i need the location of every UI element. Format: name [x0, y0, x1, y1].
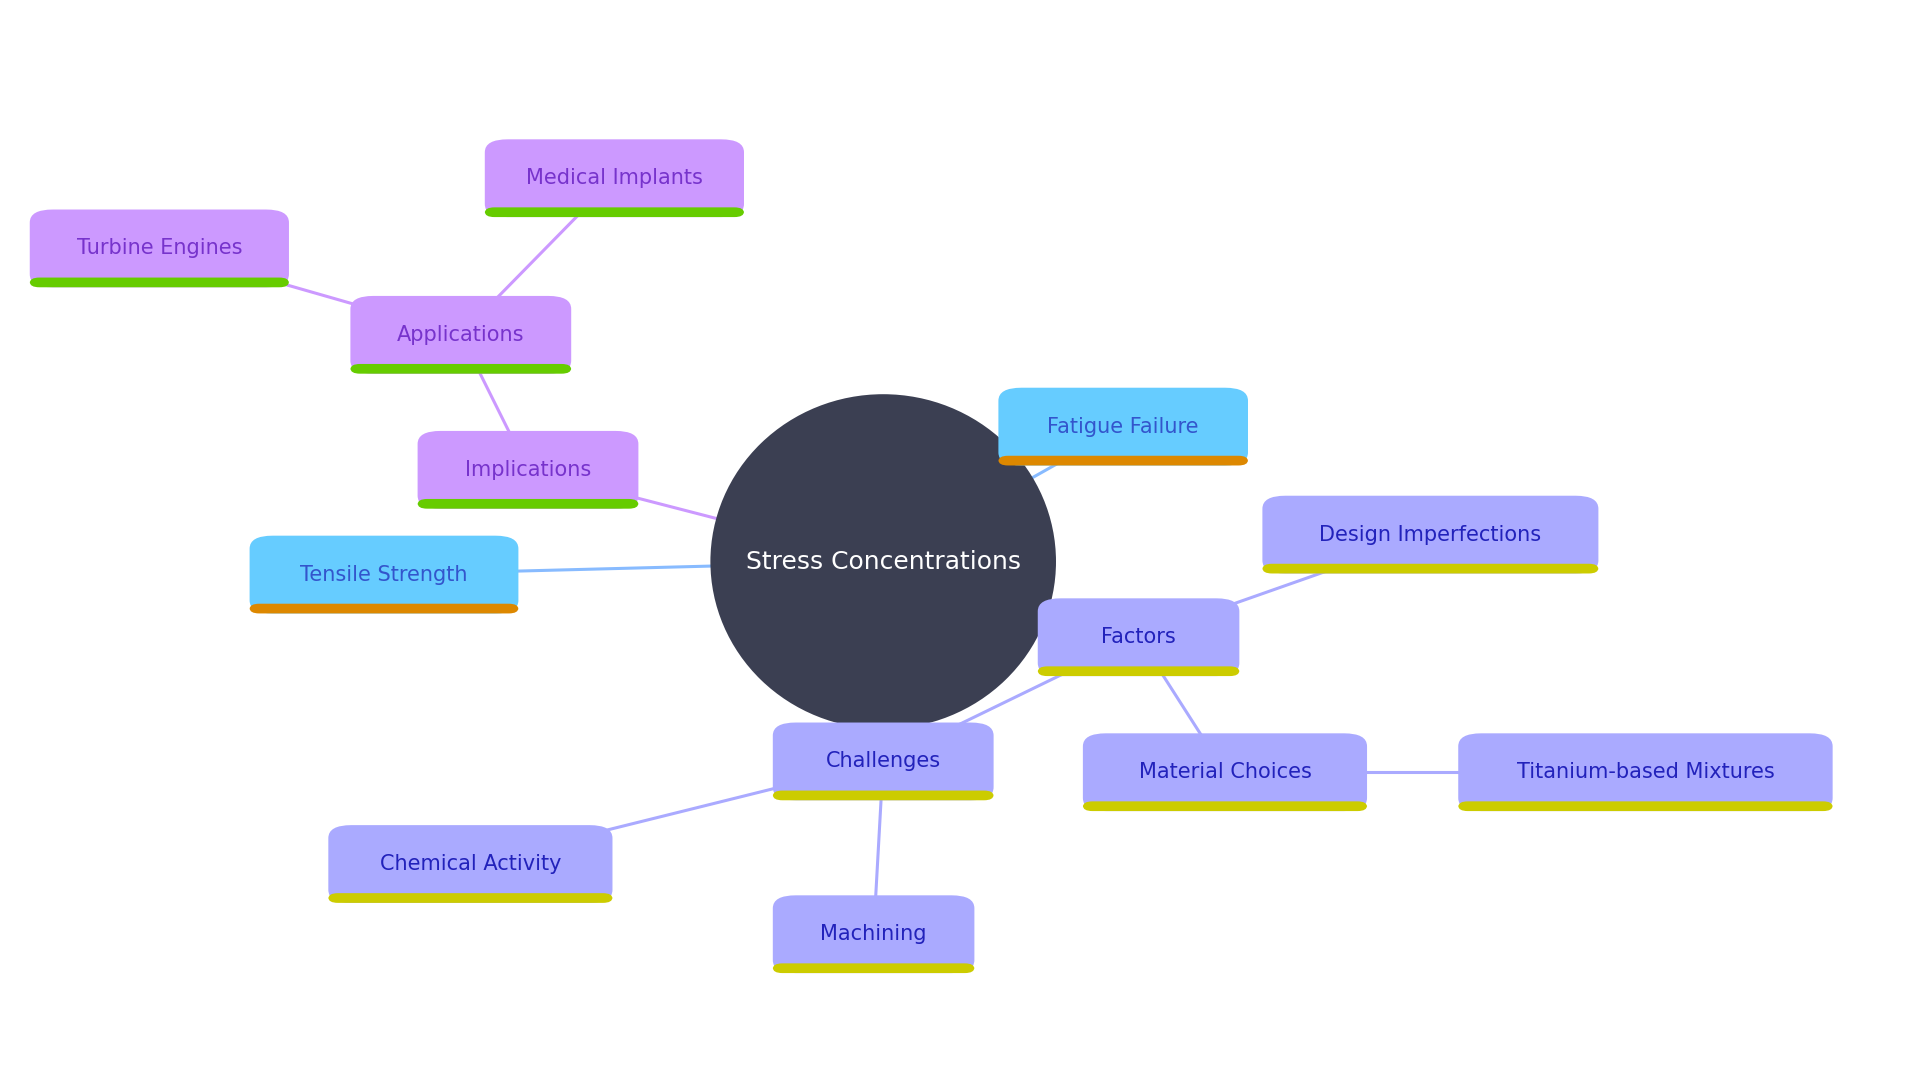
FancyBboxPatch shape — [998, 456, 1248, 465]
FancyBboxPatch shape — [772, 963, 975, 973]
FancyBboxPatch shape — [328, 825, 612, 903]
FancyBboxPatch shape — [1459, 801, 1832, 811]
FancyBboxPatch shape — [1263, 496, 1597, 573]
FancyBboxPatch shape — [998, 388, 1248, 465]
FancyBboxPatch shape — [1037, 598, 1240, 676]
Text: Implications: Implications — [465, 460, 591, 480]
Text: Applications: Applications — [397, 325, 524, 345]
FancyBboxPatch shape — [1459, 733, 1832, 811]
FancyBboxPatch shape — [29, 210, 290, 287]
Text: Challenges: Challenges — [826, 752, 941, 771]
FancyBboxPatch shape — [1083, 801, 1367, 811]
FancyBboxPatch shape — [772, 895, 975, 973]
Text: Tensile Strength: Tensile Strength — [300, 565, 468, 584]
Text: Chemical Activity: Chemical Activity — [380, 854, 561, 874]
Text: Material Choices: Material Choices — [1139, 762, 1311, 782]
Text: Turbine Engines: Turbine Engines — [77, 239, 242, 258]
FancyBboxPatch shape — [484, 139, 745, 217]
Text: Stress Concentrations: Stress Concentrations — [745, 550, 1021, 573]
Text: Machining: Machining — [820, 924, 927, 944]
FancyBboxPatch shape — [1263, 564, 1597, 573]
FancyBboxPatch shape — [419, 431, 637, 509]
FancyBboxPatch shape — [484, 207, 745, 217]
FancyBboxPatch shape — [349, 364, 572, 374]
Text: Fatigue Failure: Fatigue Failure — [1048, 417, 1198, 436]
FancyBboxPatch shape — [419, 499, 637, 509]
FancyBboxPatch shape — [328, 893, 612, 903]
FancyBboxPatch shape — [349, 296, 572, 374]
Text: Titanium-based Mixtures: Titanium-based Mixtures — [1517, 762, 1774, 782]
FancyBboxPatch shape — [1083, 733, 1367, 811]
FancyBboxPatch shape — [772, 723, 995, 800]
Ellipse shape — [710, 394, 1056, 729]
FancyBboxPatch shape — [250, 536, 518, 613]
FancyBboxPatch shape — [1037, 666, 1240, 676]
FancyBboxPatch shape — [250, 604, 518, 613]
Text: Design Imperfections: Design Imperfections — [1319, 525, 1542, 544]
FancyBboxPatch shape — [772, 791, 995, 800]
Text: Medical Implants: Medical Implants — [526, 168, 703, 188]
Text: Factors: Factors — [1102, 627, 1175, 647]
FancyBboxPatch shape — [29, 278, 290, 287]
